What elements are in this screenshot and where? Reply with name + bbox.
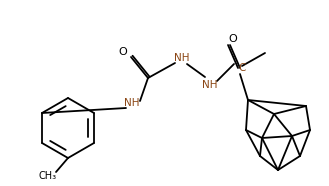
Text: CH₃: CH₃ — [39, 171, 57, 181]
Text: O: O — [119, 47, 127, 57]
Text: NH: NH — [124, 98, 140, 108]
Text: O: O — [229, 34, 238, 44]
Text: C: C — [238, 63, 246, 73]
Text: NH: NH — [202, 80, 218, 90]
Text: NH: NH — [174, 53, 190, 63]
